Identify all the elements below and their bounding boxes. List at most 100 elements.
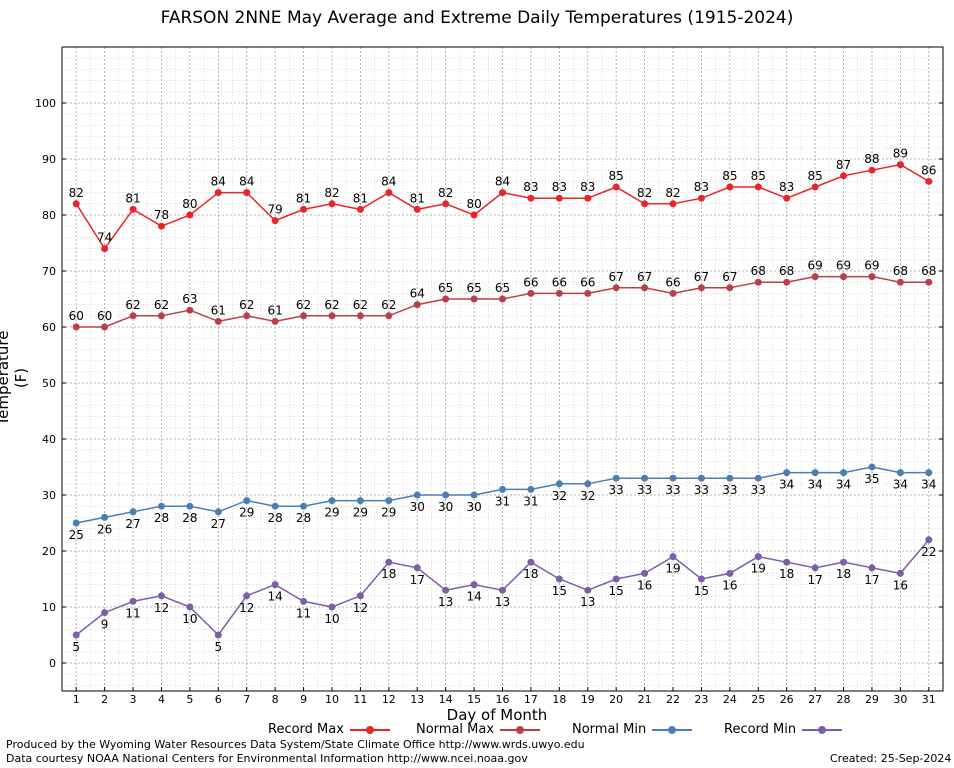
data-label-record-min: 16 — [893, 578, 908, 592]
y-tick-label: 40 — [42, 433, 56, 446]
data-point-normal-min — [840, 469, 848, 477]
data-point-record-max — [868, 166, 876, 174]
data-point-record-max — [72, 200, 80, 208]
y-tick-label: 50 — [42, 377, 56, 390]
data-point-record-min — [356, 592, 364, 600]
data-label-record-min: 18 — [381, 567, 396, 581]
data-label-normal-max: 67 — [722, 270, 737, 284]
data-label-record-min: 10 — [324, 612, 339, 626]
data-label-normal-min: 34 — [893, 478, 908, 492]
data-label-record-max: 82 — [637, 186, 652, 200]
data-label-normal-max: 60 — [97, 309, 112, 323]
data-point-record-min — [186, 603, 194, 611]
data-label-normal-max: 69 — [864, 259, 879, 273]
data-point-record-min — [385, 558, 393, 566]
data-point-normal-min — [896, 469, 904, 477]
x-tick-label: 31 — [922, 693, 936, 706]
data-label-normal-min: 28 — [296, 511, 311, 525]
x-ticks: 1 2 3 4 5 6 7 8 9 10 11 12 13 14 15 16 17 18 19 20 21 22 23 24 2… — [73, 687, 936, 706]
data-point-record-max — [129, 205, 137, 213]
data-point-record-min — [754, 553, 762, 561]
data-point-normal-max — [669, 289, 677, 297]
data-point-normal-max — [584, 289, 592, 297]
data-point-normal-max — [868, 273, 876, 281]
data-point-normal-max — [840, 273, 848, 281]
data-point-normal-min — [300, 502, 308, 510]
data-point-record-min — [896, 569, 904, 577]
data-label-normal-min: 33 — [637, 483, 652, 497]
data-label-normal-min: 32 — [552, 489, 567, 503]
data-label-normal-min: 35 — [864, 472, 879, 486]
data-label-record-max: 80 — [182, 197, 197, 211]
x-tick-label: 27 — [808, 693, 822, 706]
footer-data-courtesy: Data courtesy NOAA National Centers for … — [6, 752, 528, 765]
data-label-normal-min: 34 — [779, 478, 794, 492]
data-label-record-min: 18 — [523, 567, 538, 581]
data-label-record-min: 13 — [580, 595, 595, 609]
data-label-normal-max: 62 — [125, 298, 140, 312]
data-label-record-min: 14 — [466, 590, 481, 604]
data-point-record-max — [527, 194, 535, 202]
data-point-record-max — [896, 161, 904, 169]
data-point-record-max — [271, 217, 279, 225]
data-point-record-max — [925, 177, 933, 185]
data-label-record-max: 86 — [921, 163, 936, 177]
x-tick-label: 22 — [666, 693, 680, 706]
data-label-normal-min: 28 — [268, 511, 283, 525]
data-point-normal-max — [726, 284, 734, 292]
data-point-record-min — [527, 558, 535, 566]
x-tick-label: 4 — [158, 693, 165, 706]
data-point-normal-min — [243, 497, 251, 505]
data-point-record-min — [271, 581, 279, 589]
data-point-record-max — [612, 183, 620, 191]
data-point-record-min — [243, 592, 251, 600]
data-label-record-max: 83 — [523, 180, 538, 194]
data-label-record-min: 15 — [694, 584, 709, 598]
data-point-normal-max — [356, 312, 364, 320]
data-label-normal-min: 33 — [722, 483, 737, 497]
data-point-normal-min — [101, 513, 109, 521]
data-point-normal-max — [129, 312, 137, 320]
data-label-record-max: 85 — [722, 169, 737, 183]
data-point-normal-min — [442, 491, 450, 499]
x-tick-label: 26 — [780, 693, 794, 706]
x-tick-label: 13 — [410, 693, 424, 706]
data-label-normal-min: 31 — [523, 494, 538, 508]
x-tick-label: 11 — [353, 693, 367, 706]
y-tick-label: 70 — [42, 265, 56, 278]
data-point-record-min — [214, 631, 222, 639]
data-label-normal-min: 30 — [438, 500, 453, 514]
data-label-normal-max: 69 — [836, 259, 851, 273]
data-point-normal-min — [584, 480, 592, 488]
data-label-normal-max: 63 — [182, 292, 197, 306]
data-point-record-max — [413, 205, 421, 213]
x-tick-label: 23 — [694, 693, 708, 706]
data-label-record-max: 81 — [410, 191, 425, 205]
data-label-normal-max: 68 — [751, 264, 766, 278]
data-label-normal-min: 34 — [836, 478, 851, 492]
data-point-record-min — [811, 564, 819, 572]
data-point-record-max — [470, 211, 478, 219]
x-tick-label: 30 — [893, 693, 907, 706]
data-label-record-min: 12 — [239, 601, 254, 615]
data-point-normal-max — [328, 312, 336, 320]
y-tick-label: 80 — [42, 209, 56, 222]
legend-swatch-normal-min — [652, 725, 693, 734]
data-label-normal-min: 32 — [580, 489, 595, 503]
data-point-record-max — [101, 245, 109, 253]
x-tick-label: 14 — [439, 693, 453, 706]
x-tick-label: 25 — [751, 693, 765, 706]
legend-normal-max: Normal Max — [416, 722, 541, 737]
data-label-normal-max: 66 — [523, 275, 538, 289]
data-label-normal-min: 29 — [324, 506, 339, 520]
data-point-normal-max — [300, 312, 308, 320]
data-label-record-min: 9 — [101, 618, 109, 632]
data-label-normal-max: 61 — [268, 303, 283, 317]
data-point-record-max — [783, 194, 791, 202]
data-point-normal-min — [470, 491, 478, 499]
data-label-record-max: 84 — [495, 175, 510, 189]
x-tick-label: 2 — [101, 693, 108, 706]
data-label-record-min: 13 — [495, 595, 510, 609]
data-point-normal-max — [641, 284, 649, 292]
